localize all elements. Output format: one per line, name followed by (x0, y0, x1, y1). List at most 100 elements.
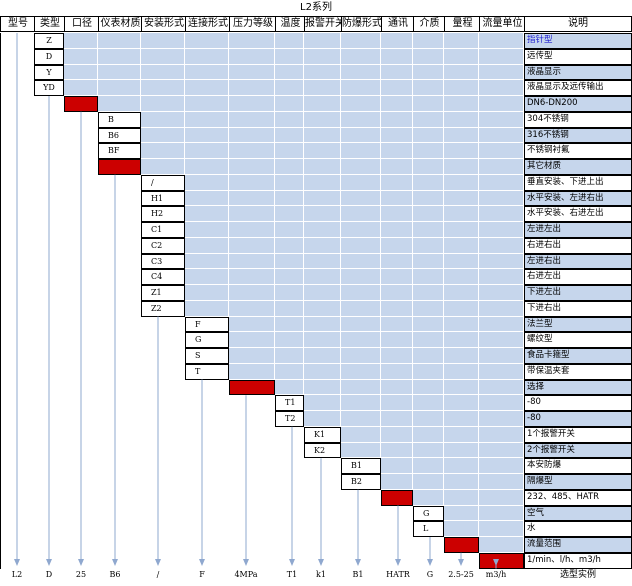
fill-cell (413, 379, 444, 396)
code-label: C4 (151, 272, 163, 282)
fill-cell (444, 80, 479, 96)
code-cell (479, 552, 524, 569)
description-label: 右进左出 (527, 271, 562, 282)
fill-cell (413, 80, 444, 96)
example-6: 4MPa (234, 570, 258, 579)
fill-cell (141, 48, 185, 65)
fill-cell (64, 80, 98, 96)
fill-cell (229, 64, 275, 81)
fill-cell (341, 64, 381, 81)
code-label: C2 (151, 240, 163, 250)
fill-cell (413, 190, 444, 207)
fill-cell (185, 300, 229, 317)
fill-cell (381, 300, 413, 317)
fill-cell (479, 111, 524, 128)
fill-cell (229, 159, 275, 175)
fill-cell (479, 537, 524, 553)
header-6: 压力等级 (229, 16, 276, 32)
arrow-col-1-head (46, 559, 52, 566)
description-label: 304不锈钢 (527, 113, 569, 124)
fill-cell (444, 33, 479, 49)
fill-cell (479, 269, 524, 285)
fill-cell (444, 111, 479, 128)
code-label: Z1 (151, 288, 162, 297)
fill-cell (444, 474, 479, 490)
code-cell (34, 64, 64, 81)
fill-cell (229, 33, 275, 49)
description-label: 隔爆型 (527, 476, 553, 486)
fill-cell (304, 332, 341, 348)
fill-cell (413, 300, 444, 317)
fill-cell (381, 285, 413, 301)
fill-cell (341, 316, 381, 333)
fill-cell (381, 348, 413, 364)
fill-cell (341, 285, 381, 301)
fill-cell (381, 332, 413, 348)
description-label: 不锈钢衬氟 (527, 145, 570, 156)
fill-cell (141, 33, 185, 49)
arrow-col-4-head (155, 559, 161, 566)
arrow-col-2-head (78, 559, 84, 566)
fill-cell (275, 143, 304, 159)
fill-cell (381, 159, 413, 175)
fill-cell (381, 174, 413, 191)
description-label: 右进右出 (527, 239, 562, 250)
fill-cell (341, 190, 381, 207)
header-11: 介质 (413, 16, 445, 32)
example-1: D (45, 570, 53, 579)
description-label: -80 (527, 397, 541, 408)
description-label: 316不锈钢 (527, 129, 569, 140)
fill-cell (304, 237, 341, 254)
fill-cell (381, 33, 413, 49)
arrow-col-3-head (112, 559, 118, 566)
fill-cell (444, 348, 479, 364)
fill-cell (479, 127, 524, 144)
code-label: H1 (151, 193, 164, 203)
fill-cell (141, 127, 185, 144)
fill-cell (444, 489, 479, 506)
fill-cell (275, 206, 304, 222)
code-label: C3 (151, 256, 163, 266)
fill-cell (341, 411, 381, 427)
header-12: 量程 (444, 16, 480, 32)
arrow-col-0-head (14, 559, 20, 566)
code-cell (341, 474, 381, 490)
code-cell (141, 174, 185, 191)
example-2: 25 (75, 570, 87, 579)
code-label: S (195, 351, 201, 360)
example-14: 选型实例 (559, 570, 596, 580)
fill-cell (341, 395, 381, 411)
fill-cell (444, 174, 479, 191)
code-cell (185, 316, 229, 333)
fill-cell (229, 253, 275, 270)
fill-cell (185, 143, 229, 159)
fill-cell (479, 505, 524, 522)
header-0: 型号 (0, 16, 35, 32)
description-label: 左进左出 (527, 224, 562, 234)
example-4: / (156, 570, 160, 579)
fill-cell (98, 64, 141, 81)
description-label: 水平安装、右进左出 (527, 208, 604, 219)
description-label: 下进右出 (527, 302, 562, 313)
code-label: Z2 (151, 303, 162, 313)
fill-cell (479, 143, 524, 159)
description-label: 1个报警开关 (527, 428, 575, 439)
fill-cell (275, 127, 304, 144)
code-cell (34, 48, 64, 65)
fill-cell (185, 48, 229, 65)
header-7: 温度 (275, 16, 305, 32)
description-label: 垂直安装、下进上出 (527, 176, 604, 187)
fill-cell (98, 96, 141, 112)
code-cell (64, 96, 98, 112)
code-label: Y (46, 67, 52, 77)
description-label: 指针型 (527, 35, 553, 45)
fill-cell (341, 426, 381, 443)
description-label: 232、485、HATR (527, 491, 600, 502)
fill-cell (341, 363, 381, 380)
header-4: 安装形式 (141, 16, 186, 32)
fill-cell (185, 80, 229, 96)
example-13: m3/h (485, 570, 507, 579)
fill-cell (479, 190, 524, 207)
code-label: / (151, 177, 154, 187)
fill-cell (381, 143, 413, 159)
